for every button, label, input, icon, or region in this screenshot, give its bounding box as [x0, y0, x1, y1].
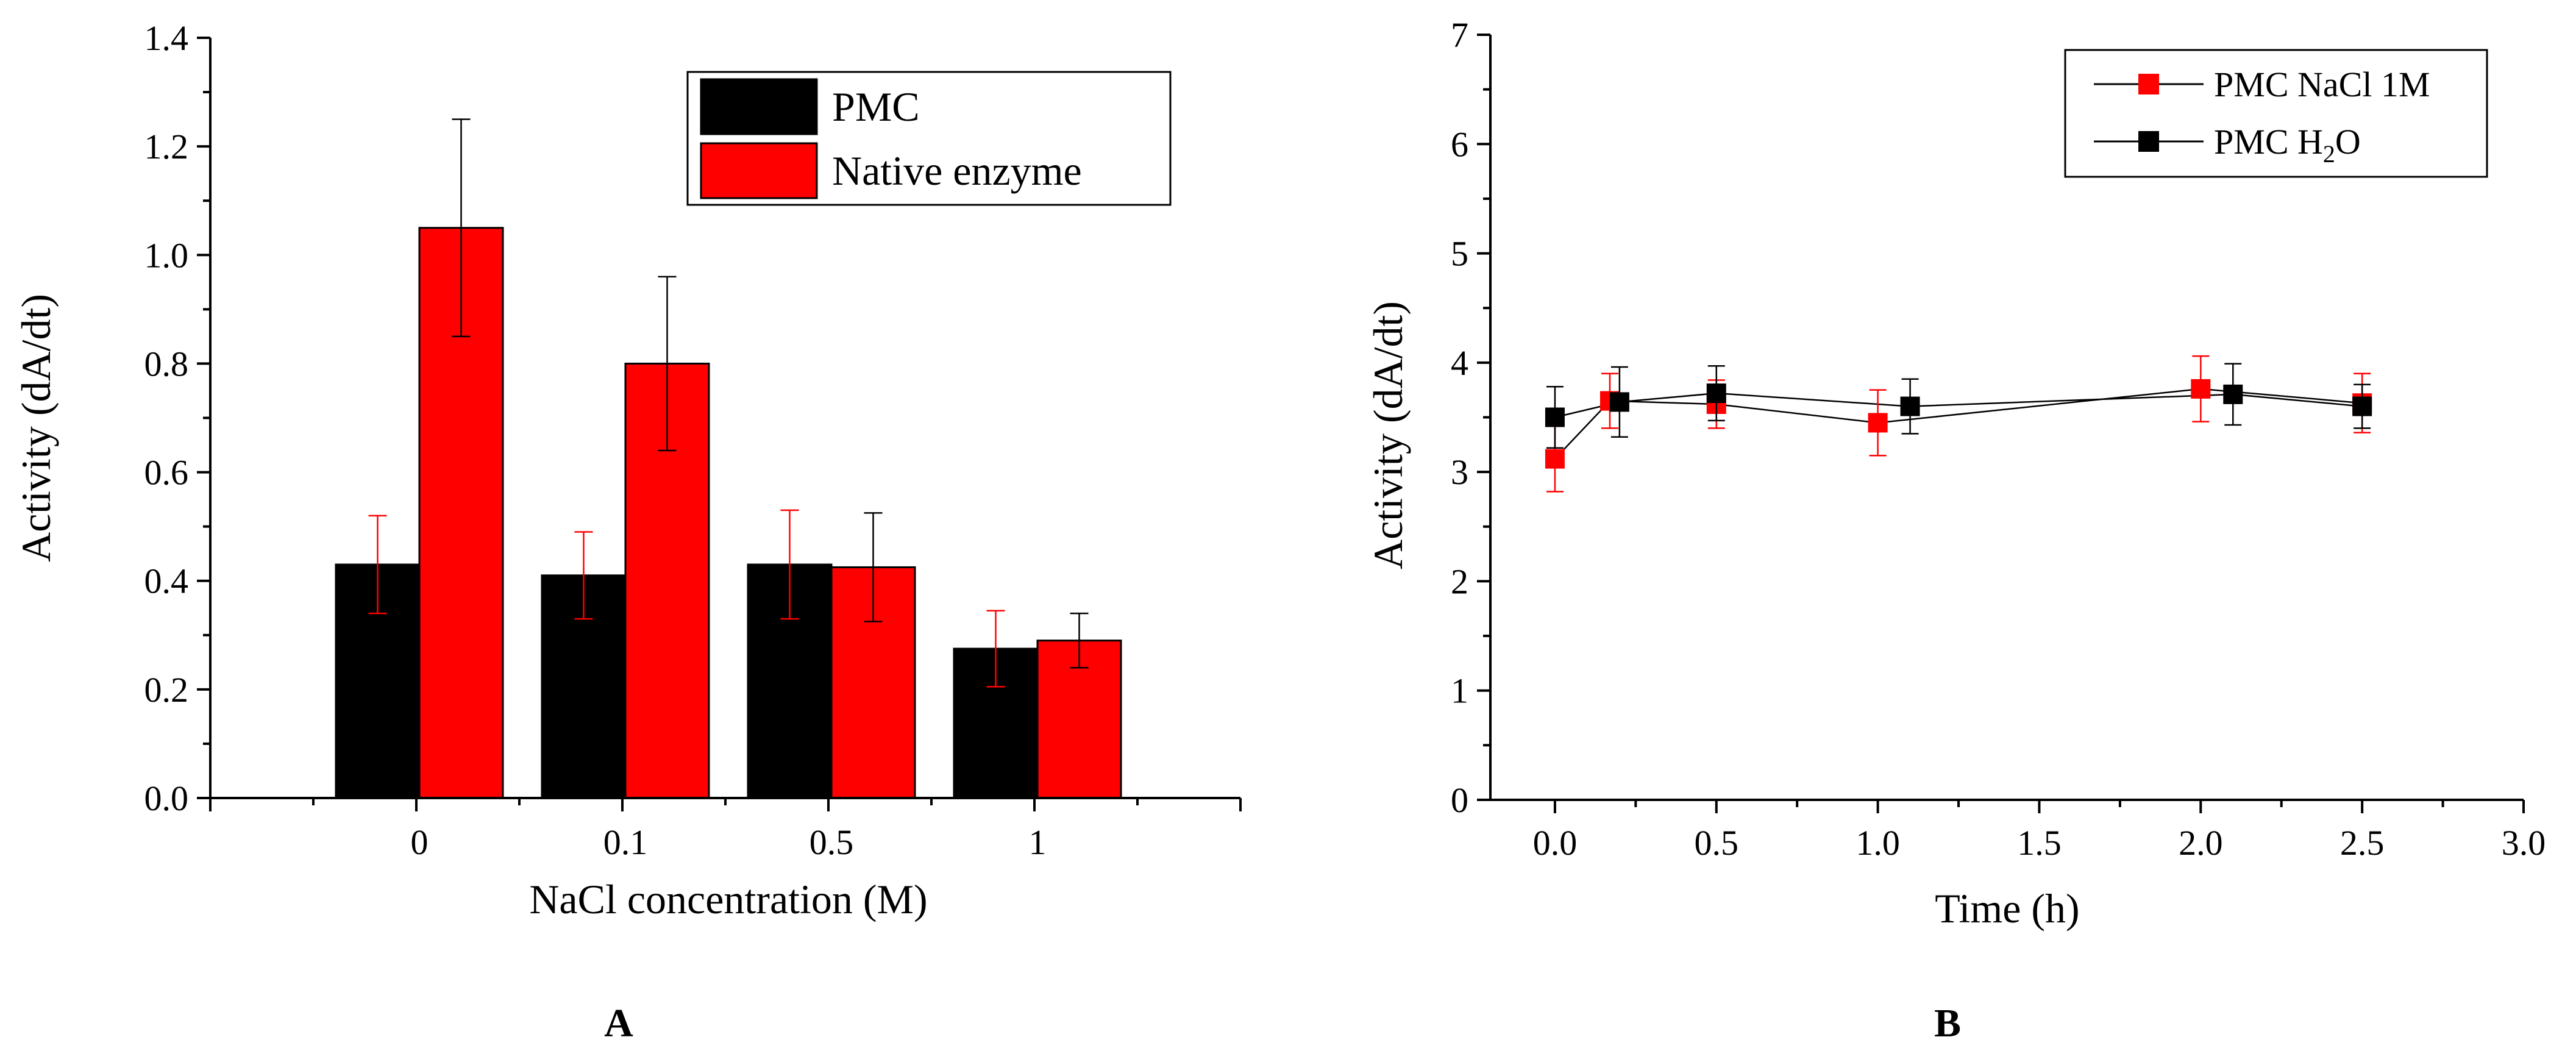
panel-a-x-tick-label: 0.5 [809, 822, 854, 862]
legend-label-pmc-h2o-prefix: PMC H [2214, 122, 2323, 162]
data-point-pmc-h2o [1609, 392, 1629, 412]
panel-b-legend: PMC NaCl 1M PMC H2O [2064, 49, 2488, 178]
panel-a-x-tick-label: 0.1 [603, 822, 648, 862]
panel-a-legend: PMC Native enzyme [686, 71, 1172, 206]
data-point-pmc-h2o [1545, 407, 1565, 427]
error-bar [658, 276, 677, 452]
error-bar [574, 531, 593, 620]
data-point-pmc-h2o [1706, 383, 1726, 404]
data-point-pmc-nacl-1m [1868, 413, 1888, 433]
panel-b-y-tick-label: 7 [1451, 15, 1468, 55]
panel-b-x-tick-label: 3.0 [2502, 823, 2546, 863]
error-bar [368, 515, 387, 615]
panel-b-y-tick-label: 3 [1451, 452, 1468, 492]
legend-swatch-pmc [700, 78, 818, 135]
panel-a-y-tick-label: 0.6 [144, 453, 189, 493]
panel-a-x-tick-label: 0 [411, 822, 429, 862]
panel-b-y-tick-label: 6 [1451, 124, 1468, 164]
error-bar [986, 610, 1005, 688]
data-point-pmc-nacl-1m [1545, 449, 1565, 469]
legend-label-pmc-nacl: PMC NaCl 1M [2214, 65, 2430, 104]
panel-b-x-tick-label: 0.5 [1695, 823, 1739, 863]
panel-a-y-tick-label: 1.2 [144, 127, 189, 166]
panel-b-line-chart: 0 1 2 3 4 5 6 7 0.0 0.5 1.0 1.5 2.0 2.5 3.0 Activity … [1365, 15, 2546, 1046]
panel-b-x-tick-label: 1.0 [1856, 823, 1900, 863]
legend-label-pmc-h2o-sub: 2 [2323, 140, 2335, 168]
data-point-pmc-h2o [2223, 384, 2243, 404]
panel-a-x-tick-label: 1 [1029, 822, 1047, 862]
legend-label-pmc: PMC [832, 84, 920, 130]
panel-a-x-axis-title: NaCl concentration (M) [529, 876, 927, 922]
error-bar [452, 118, 471, 338]
legend-label-pmc-h2o: PMC H2O [2214, 122, 2361, 168]
panel-b-y-axis-title: Activity (dA/dt) [1365, 301, 1411, 569]
panel-a-y-tick-label: 0.8 [144, 344, 189, 383]
panel-b-x-tick-label: 2.0 [2179, 823, 2223, 863]
data-point-pmc-h2o [2352, 396, 2372, 416]
panel-b-y-tick-label: 2 [1451, 561, 1468, 601]
panel-b-y-tick-label: 1 [1451, 671, 1468, 711]
error-bar [780, 509, 799, 620]
legend-label-pmc-h2o-suffix: O [2335, 122, 2361, 162]
panel-b-x-tick-label: 1.5 [2017, 823, 2062, 863]
panel-b-x-axis-title: Time (h) [1935, 885, 2079, 932]
panel-a-y-tick-label: 0.0 [144, 779, 189, 818]
data-point-pmc-nacl-1m [2191, 379, 2211, 399]
legend-marker-pmc-nacl [2138, 74, 2159, 94]
panel-b-x-tick-label: 0.0 [1533, 823, 1578, 863]
legend-marker-pmc-h2o [2138, 131, 2159, 152]
panel-a-label: A [604, 1001, 633, 1046]
legend-swatch-native-enzyme [700, 142, 818, 199]
error-bar [1070, 612, 1089, 669]
panel-a-y-axis-title: Activity (dA/dt) [13, 294, 59, 562]
panel-a-y-tick-label: 1.0 [144, 235, 189, 275]
panel-b-y-tick-label: 4 [1451, 343, 1468, 383]
panel-b-label: B [1934, 1001, 1961, 1046]
panel-a-bar-chart: 0.0 0.2 0.4 0.6 0.8 1.0 1.2 1.4 0 0.1 0.5 1 Activi… [13, 18, 1242, 1046]
panel-a-y-tick-label: 1.4 [144, 18, 189, 58]
panel-a-y-tick-label: 0.2 [144, 670, 189, 710]
panel-b-y-tick-label: 0 [1451, 780, 1468, 820]
panel-b-x-tick-label: 2.5 [2340, 823, 2385, 863]
panel-b-y-tick-label: 5 [1451, 234, 1468, 274]
panel-a-y-tick-label: 0.4 [144, 561, 189, 601]
legend-label-native-enzyme: Native enzyme [832, 148, 1082, 194]
error-bar [864, 512, 883, 622]
data-point-pmc-h2o [1900, 396, 1920, 416]
